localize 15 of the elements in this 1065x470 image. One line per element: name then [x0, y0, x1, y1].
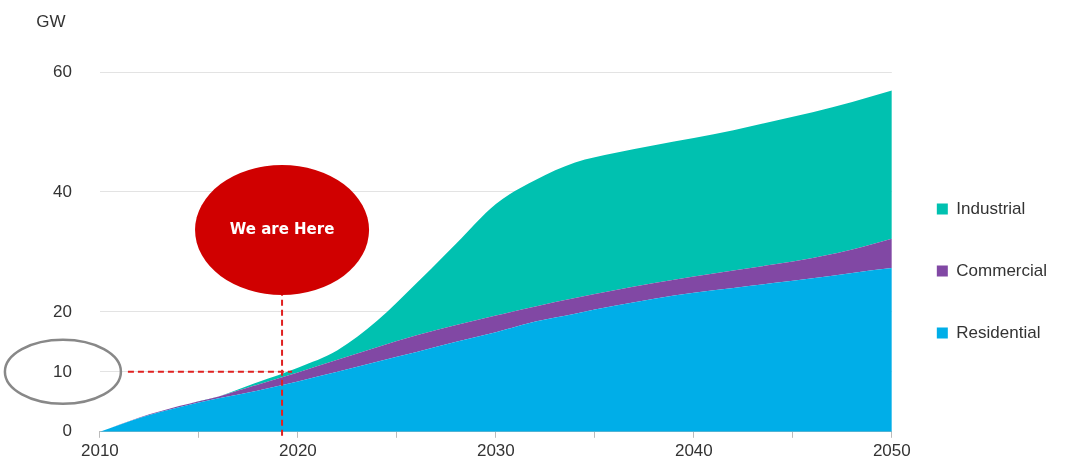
y-tick-label: 60: [52, 61, 72, 81]
legend-label: Commercial: [956, 260, 1048, 280]
x-tick-label: 2030: [476, 440, 515, 460]
y-axis-title: GW: [36, 11, 66, 31]
legend-label: Residential: [956, 322, 1041, 342]
x-tick-label: 2020: [278, 440, 317, 460]
legend-label: Industrial: [956, 198, 1026, 218]
y-tick-label: 20: [52, 301, 72, 321]
y-tick-label: 10: [52, 361, 72, 381]
x-tick-label: 2010: [81, 440, 119, 460]
y-tick-label: 0: [62, 421, 72, 441]
y-tick-label: 40: [52, 181, 72, 201]
x-tick-label: 2040: [674, 440, 713, 460]
x-tick-label: 2050: [872, 440, 911, 460]
ref-line-label: We are Here: [228, 220, 336, 238]
